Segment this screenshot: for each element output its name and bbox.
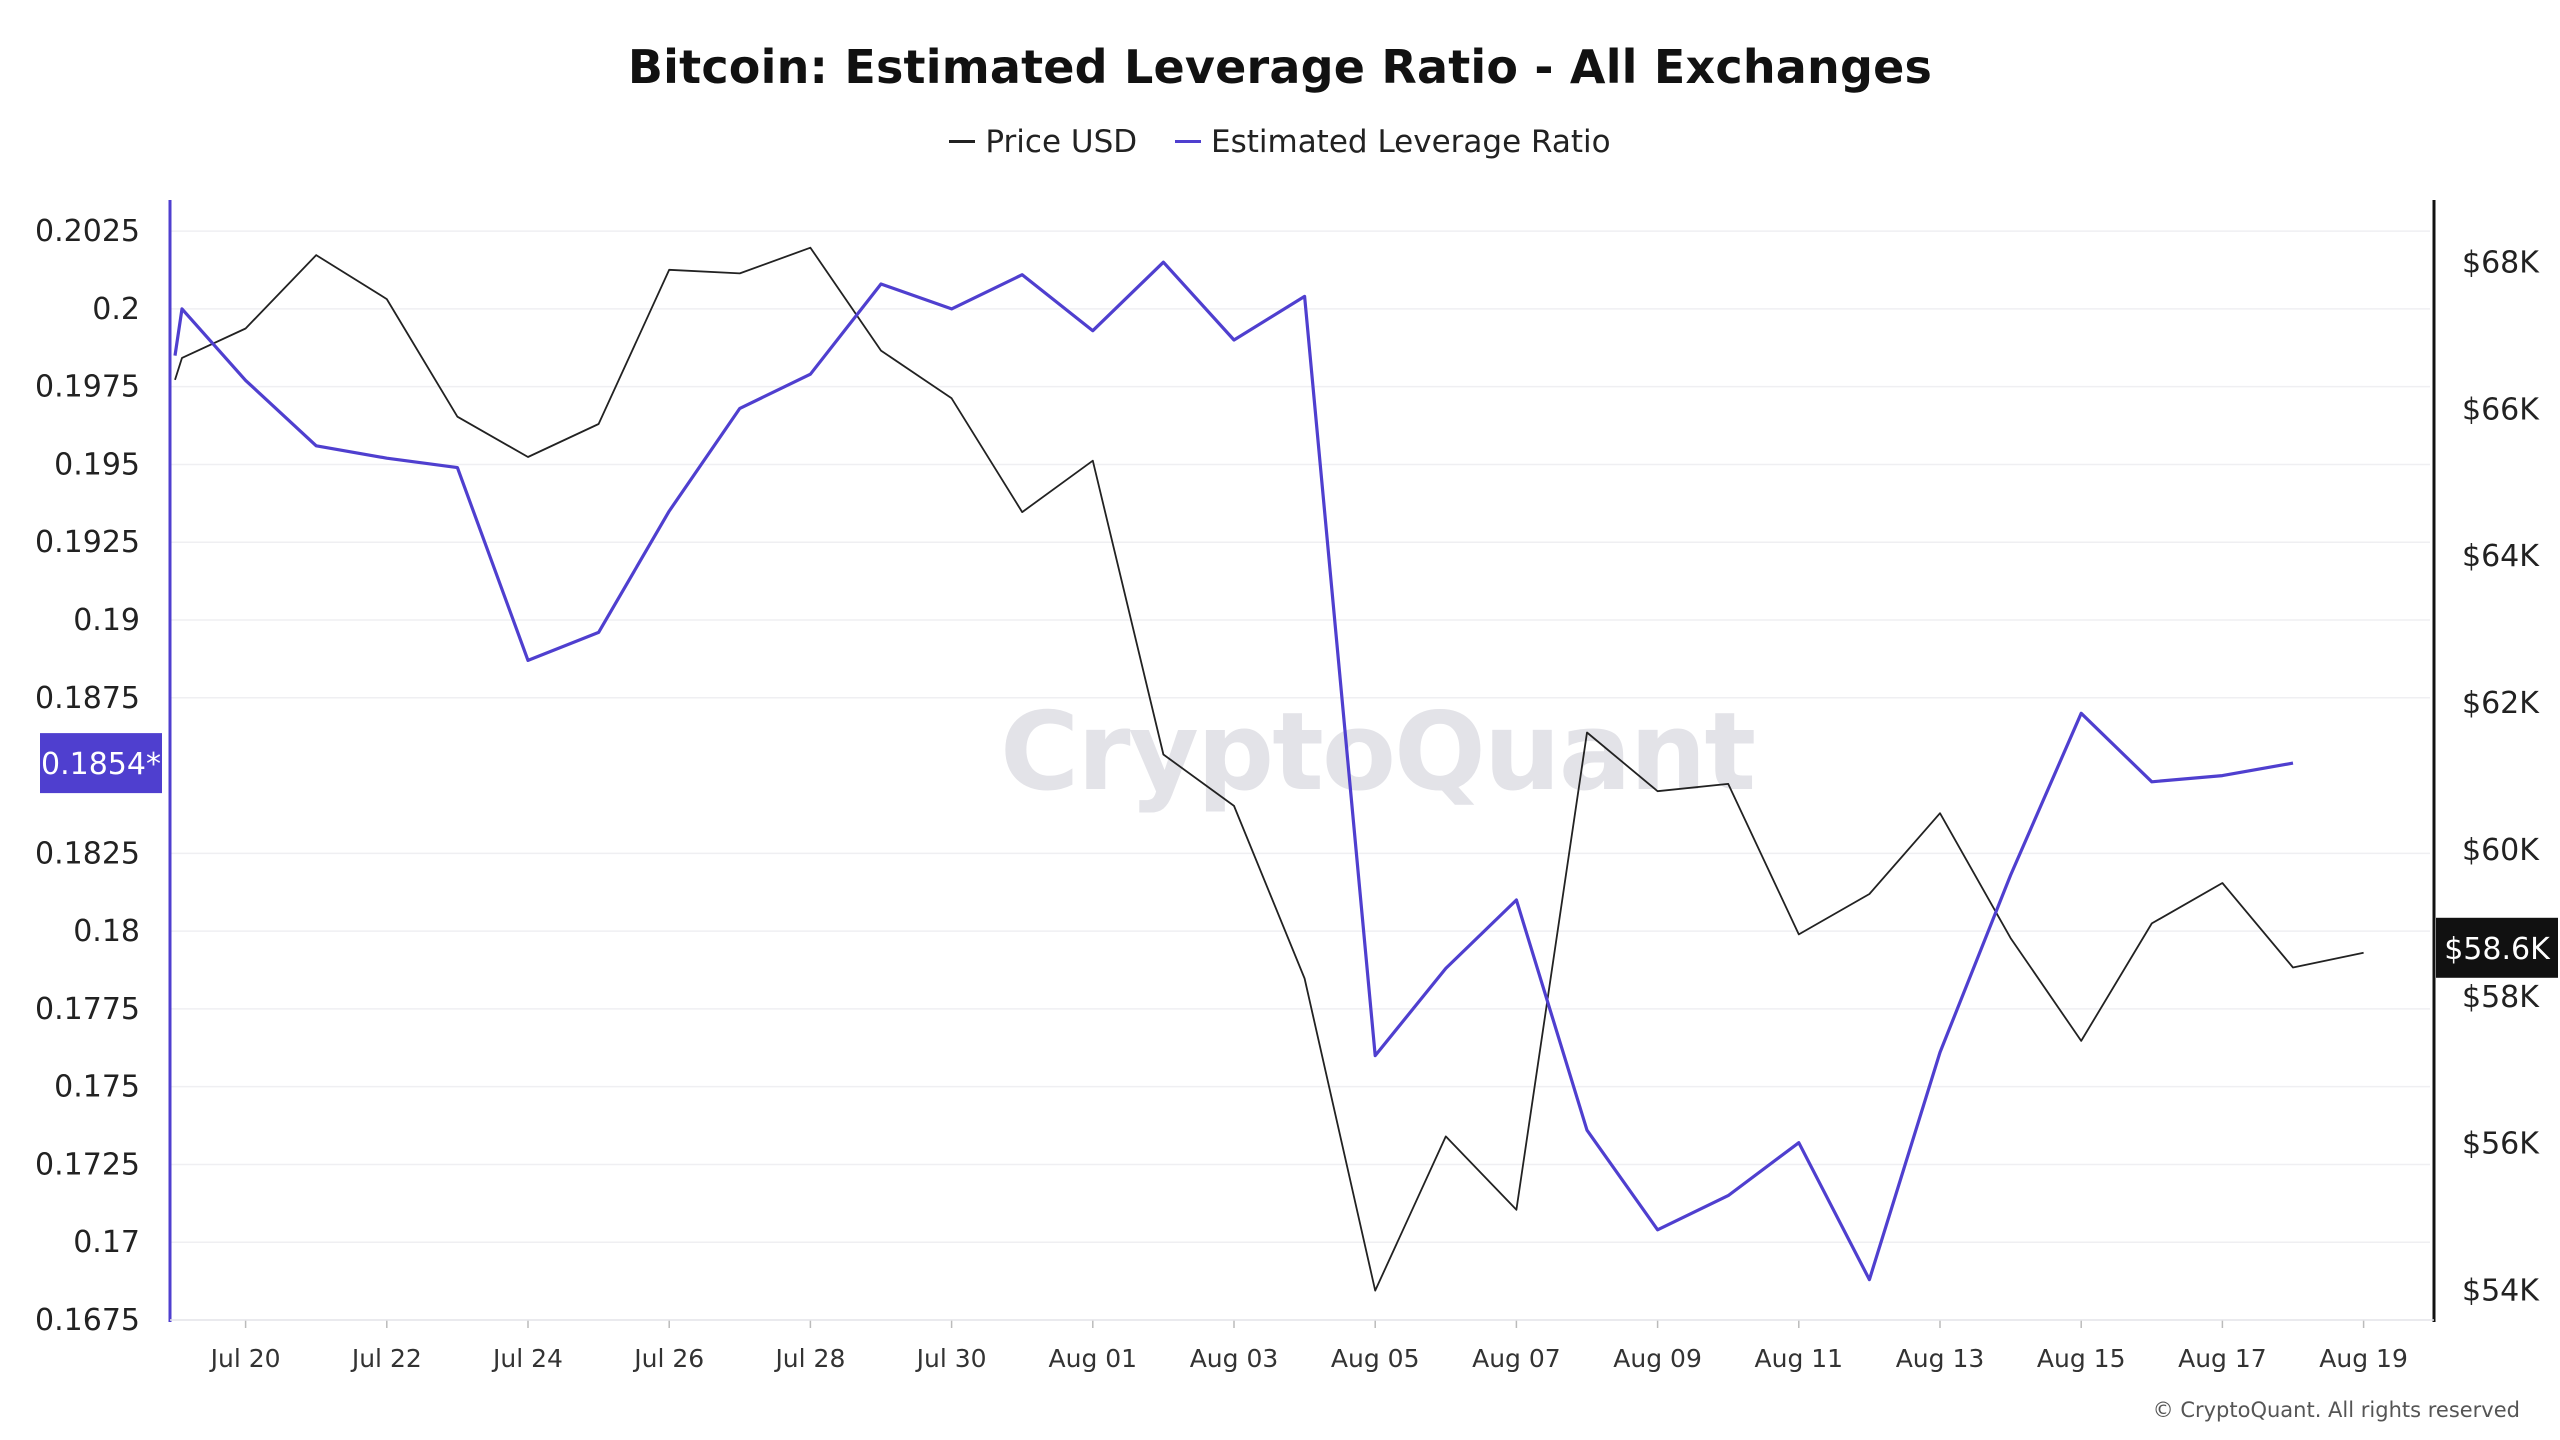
y-left-tick-label: 0.2 bbox=[92, 292, 140, 327]
y-right-tick-label: $56K bbox=[2462, 1127, 2540, 1162]
leverage-ratio-line bbox=[173, 260, 2294, 1282]
x-tick-label: Jul 22 bbox=[350, 1344, 422, 1373]
x-tick-label: Aug 05 bbox=[1331, 1344, 1420, 1373]
leverage-current-label: 0.1854* bbox=[41, 747, 161, 782]
x-tick-label: Aug 07 bbox=[1472, 1344, 1561, 1373]
y-left-tick-label: 0.2025 bbox=[35, 214, 140, 249]
copyright-text: © CryptoQuant. All rights reserved bbox=[2152, 1398, 2520, 1422]
legend-label-price: Price USD bbox=[985, 123, 1138, 160]
leverage-current-badge bbox=[40, 733, 162, 794]
gridlines bbox=[170, 230, 2430, 1321]
y-right-tick-label: $64K bbox=[2462, 539, 2540, 574]
y-right-tick-label: $62K bbox=[2462, 686, 2540, 721]
legend: Price USD Estimated Leverage Ratio bbox=[0, 122, 2560, 160]
legend-swatch-leverage bbox=[1174, 139, 1201, 143]
y-left-tick-label: 0.1775 bbox=[35, 992, 140, 1027]
y-left-tick-label: 0.1875 bbox=[35, 681, 140, 716]
series-lines bbox=[173, 246, 2364, 1292]
y-left-tick-label: 0.18 bbox=[73, 914, 140, 949]
x-tick-label: Jul 26 bbox=[632, 1344, 704, 1373]
y-left-tick-label: 0.1725 bbox=[35, 1147, 140, 1182]
price-current-badge bbox=[2436, 917, 2558, 978]
price-current-label: $58.6K bbox=[2444, 932, 2551, 967]
legend-item-leverage[interactable]: Estimated Leverage Ratio bbox=[1174, 123, 1611, 160]
y-left-tick-label: 0.17 bbox=[73, 1225, 140, 1260]
x-tick-label: Jul 20 bbox=[209, 1344, 281, 1373]
axes bbox=[168, 200, 2436, 1328]
x-tick-label: Aug 03 bbox=[1190, 1344, 1279, 1373]
y-right-tick-label: $68K bbox=[2462, 245, 2540, 280]
x-tick-label: Jul 30 bbox=[915, 1344, 987, 1373]
y-left-tick-label: 0.19 bbox=[73, 603, 140, 638]
y-left-tick-label: 0.1825 bbox=[35, 836, 140, 871]
y-left-tick-label: 0.1675 bbox=[35, 1303, 140, 1338]
x-tick-label: Aug 13 bbox=[1896, 1344, 1985, 1373]
x-tick-label: Jul 28 bbox=[773, 1344, 845, 1373]
y-left-tick-label: 0.1925 bbox=[35, 525, 140, 560]
x-tick-label: Jul 24 bbox=[491, 1344, 563, 1373]
price-usd-line bbox=[174, 246, 2364, 1292]
y-right-tick-label: $58K bbox=[2462, 980, 2540, 1015]
chart-title: Bitcoin: Estimated Leverage Ratio - All … bbox=[627, 40, 1933, 94]
tick-labels: 0.2025 0.2 0.1975 0.195 0.1925 0.19 0.1875 0.18… bbox=[35, 214, 2540, 1373]
x-tick-label: Aug 15 bbox=[2037, 1344, 2126, 1373]
legend-item-price[interactable]: Price USD bbox=[949, 124, 1137, 160]
x-tick-label: Aug 01 bbox=[1049, 1344, 1138, 1373]
x-tick-label: Aug 11 bbox=[1755, 1344, 1844, 1373]
x-tick-label: Aug 19 bbox=[2319, 1344, 2408, 1373]
y-right-tick-label: $60K bbox=[2462, 833, 2540, 868]
y-left-tick-label: 0.195 bbox=[54, 447, 140, 482]
legend-swatch-price bbox=[949, 139, 976, 143]
x-tick-label: Aug 17 bbox=[2178, 1344, 2267, 1373]
current-value-badges: 0.1854* $58.6K bbox=[40, 733, 2558, 978]
legend-label-leverage: Estimated Leverage Ratio bbox=[1210, 123, 1611, 160]
y-right-tick-label: $66K bbox=[2462, 392, 2540, 427]
y-left-tick-label: 0.175 bbox=[54, 1070, 140, 1105]
y-left-tick-label: 0.1975 bbox=[35, 370, 140, 405]
y-right-tick-label: $54K bbox=[2462, 1274, 2540, 1309]
x-tick-label: Aug 09 bbox=[1613, 1344, 1702, 1373]
